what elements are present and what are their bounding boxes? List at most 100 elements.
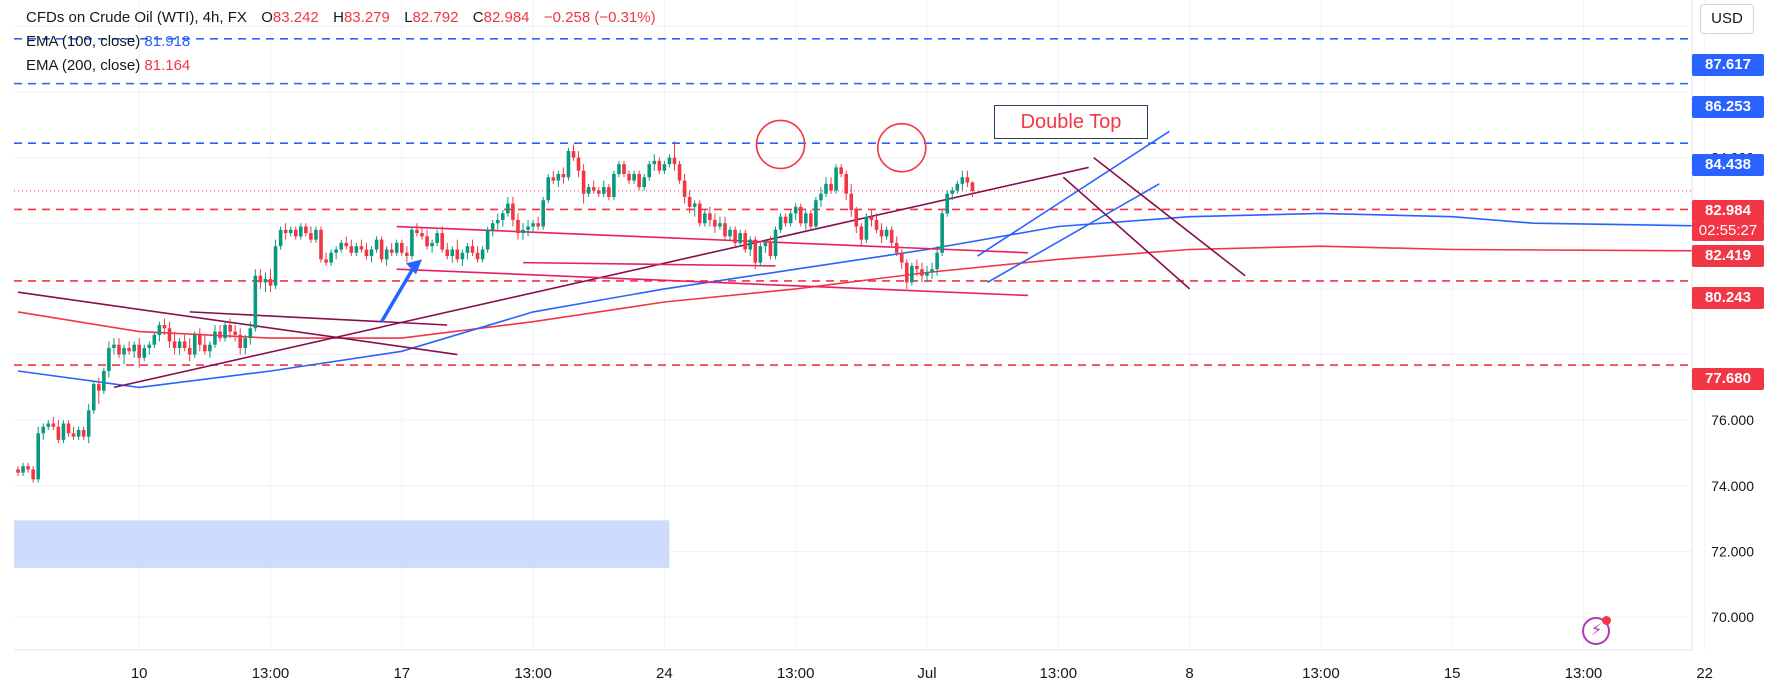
candle-body [920,269,924,276]
trendline [189,311,448,326]
legend-row-ema100[interactable]: EMA (100, close) 81.918 [26,30,656,54]
candle-body [521,229,525,234]
price-tag-82419: 82.419 [1692,245,1764,267]
candle-body [723,223,727,237]
candle-body [854,210,859,227]
candle-body [223,325,227,339]
candle-body [576,157,581,171]
candle-body [970,182,975,191]
price-tag-77680: 77.680 [1692,368,1764,390]
candle-body [26,466,30,470]
candle-body [162,325,167,329]
candle-body [263,279,268,283]
candle-body [334,249,338,253]
candle-body [905,262,909,283]
candle-body [541,200,545,227]
candle-body [485,229,490,250]
candle-body [566,151,571,178]
x-tick-label: 22 [1696,665,1713,682]
candle-body [809,213,813,227]
ohlc-close: 82.984 [483,9,530,26]
candle-body [793,206,798,214]
candle-body [819,193,823,201]
candle-body [950,190,955,194]
candle-body [834,167,838,191]
trendline [396,225,1029,254]
candle-body [869,216,874,220]
candle-body [76,430,81,437]
candle-body [925,272,929,276]
y-tick-label: 72.000 [1711,544,1754,560]
candle-body [531,223,535,227]
ohlc-low-label: L [404,9,413,26]
candle-body [51,423,56,427]
candle-body [899,252,904,263]
notification-dot-icon [1602,616,1611,625]
candle-body [783,216,788,224]
candle-body [258,275,263,283]
double-top-circles [755,119,927,173]
candle-body [364,249,369,257]
candle-body [147,344,152,348]
double-top-circle [876,122,927,173]
ema-lines [17,212,1705,389]
candle-body [21,466,25,473]
candle-body [586,187,591,194]
x-tick-label: 13:00 [1565,665,1603,682]
axes: 88.00084.00076.00074.00072.00070.0001013… [14,0,1754,682]
ema100-value: 81.918 [144,33,191,50]
double-top-label[interactable]: Double Top [994,105,1148,139]
ema200-label: EMA (200, close) [26,57,141,74]
candle-body [652,160,657,165]
candle-body [187,347,192,355]
candle-body [637,173,641,188]
y-tick-label: 70.000 [1711,609,1754,625]
ohlc-open: 83.242 [272,9,319,26]
currency-button[interactable]: USD [1700,4,1754,34]
candle-body [415,229,419,234]
candle-body [344,242,349,247]
candle-body [930,269,934,273]
candle-body [672,157,677,165]
candle-body [839,167,843,174]
candle-body [152,334,157,345]
candle-body [874,219,879,230]
candle-body [713,219,717,227]
candle-body [91,384,96,411]
candle-body [359,246,364,250]
candle-body [218,331,222,339]
ohlc-high: 83.279 [343,9,390,26]
legend-row-ema200[interactable]: EMA (200, close) 81.164 [26,54,656,78]
ema200-value: 81.164 [144,57,191,74]
assistant-icon[interactable]: ⚡ [1582,616,1611,645]
candle-body [859,226,864,240]
candle-body [440,233,444,250]
candle-body [849,193,854,211]
candle-body [511,203,515,220]
candle-body [824,183,828,194]
double-top-circle [755,119,806,170]
x-tick-label: 24 [656,665,673,682]
arrow-shaft [380,262,418,323]
candle-body [410,229,414,257]
ohlc-open-label: O [261,9,273,26]
candle-body [864,216,869,240]
candle-body [733,229,737,243]
candle-body [960,177,965,184]
candle-body [389,249,394,253]
candle-body [288,229,293,234]
candle-body [192,334,197,355]
trendline [977,130,1170,257]
candle-body [41,426,46,434]
candle-body [268,279,273,286]
candle-body [915,265,919,270]
candle-body [117,344,121,355]
candle-body [203,344,207,352]
candle-body [319,229,323,260]
candle-body [369,249,374,257]
candle-body [546,177,551,201]
candle-body [329,252,333,263]
candle-body [107,347,111,371]
x-tick-label: 17 [393,665,410,682]
